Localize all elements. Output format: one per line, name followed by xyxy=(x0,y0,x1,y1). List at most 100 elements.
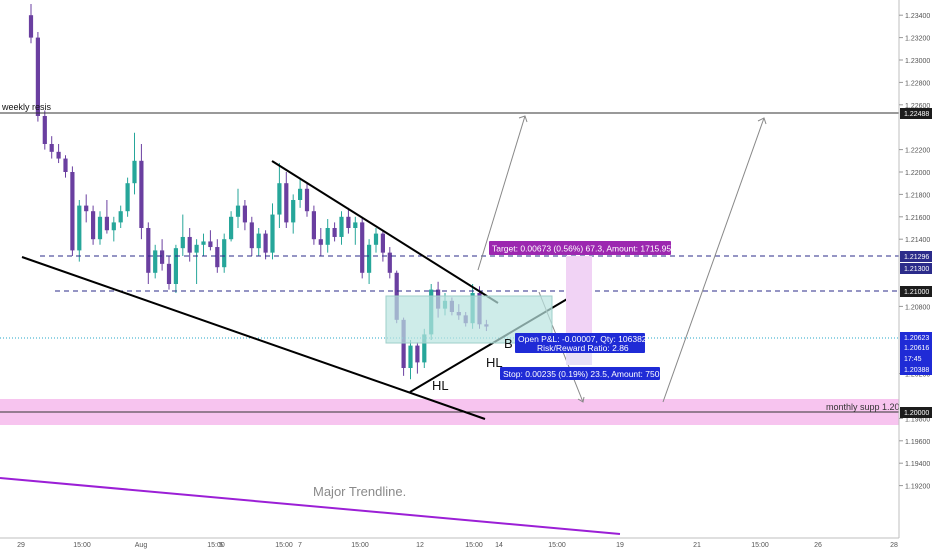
candle-body xyxy=(215,247,220,268)
upper-trendline xyxy=(271,160,499,304)
badge-target-level: 1.21296 xyxy=(900,251,932,262)
candle-body xyxy=(77,205,82,251)
price-tick-label: 1.22000 xyxy=(905,170,930,177)
price-axis[interactable] xyxy=(899,0,932,550)
candle xyxy=(91,205,96,245)
price-tick-label: 1.21600 xyxy=(905,215,930,222)
time-tick-label: 26 xyxy=(814,542,822,549)
lower-trendline xyxy=(21,256,486,420)
major-trendline xyxy=(0,477,621,535)
price-axis-ticks: 1.23400 1.23200 1.23000 1.22800 1.22600 1.222… xyxy=(899,13,930,491)
entry-zone-box[interactable] xyxy=(385,295,553,344)
candle xyxy=(173,244,178,293)
badge-121000-text: 1.21000 xyxy=(904,289,929,296)
b-label: B xyxy=(504,336,513,351)
price-tick-label: 1.20800 xyxy=(905,304,930,311)
candle-body xyxy=(153,250,158,273)
price-tick-label: 1.23200 xyxy=(905,36,930,43)
candle xyxy=(332,222,337,242)
candle-body xyxy=(56,151,61,159)
badge-countdown: 17:45 xyxy=(900,353,932,364)
risk-reward-text: Risk/Reward Ratio: 2.86 xyxy=(537,343,629,353)
candle xyxy=(346,207,351,234)
candle xyxy=(166,256,172,290)
candle xyxy=(70,166,75,256)
candle xyxy=(180,214,185,256)
open-pnl-text: Open P&L: -0.00007, Qty: 106382 xyxy=(518,334,647,344)
candle-body xyxy=(139,160,144,228)
candle xyxy=(284,172,289,228)
candle-body xyxy=(291,200,296,223)
candle xyxy=(367,239,372,284)
candle xyxy=(63,155,68,178)
projection-arrow-down-head xyxy=(577,396,585,403)
candle xyxy=(277,163,282,228)
candle xyxy=(194,239,199,284)
time-tick-label: 19 xyxy=(616,542,624,549)
candle-body xyxy=(318,239,323,245)
candle-body xyxy=(194,244,199,253)
candle xyxy=(35,32,40,122)
target-label-text: Target: 0.00673 (0.56%) 67.3, Amount: 17… xyxy=(492,244,671,254)
candle-body xyxy=(422,334,427,363)
price-tick-label: 1.22800 xyxy=(905,80,930,87)
candle xyxy=(125,177,130,217)
candle xyxy=(187,228,192,262)
candle-body xyxy=(132,160,137,184)
time-tick-label: 15:00 xyxy=(207,542,225,549)
open-pnl-label[interactable]: Open P&L: -0.00007, Qty: 106382 Risk/Rew… xyxy=(515,333,647,353)
badge-current-price-text: 1.20623 xyxy=(904,335,929,342)
time-tick-label: 15:00 xyxy=(73,542,91,549)
candle xyxy=(249,216,254,256)
candle-body xyxy=(415,345,420,363)
price-tick-label: 1.20200 xyxy=(905,372,930,379)
candle-body xyxy=(242,205,247,223)
time-tick-label: 28 xyxy=(890,542,898,549)
candle-body xyxy=(380,233,385,253)
badge-121300: 1.21300 xyxy=(900,263,932,274)
candle-body xyxy=(284,183,289,223)
target-projection-box xyxy=(566,256,592,339)
candle xyxy=(139,144,144,240)
candle xyxy=(77,200,82,262)
candle xyxy=(256,228,261,256)
badge-121000: 1.21000 xyxy=(900,286,932,297)
candle-body xyxy=(173,248,178,284)
badge-current-price: 1.20623 xyxy=(900,332,932,343)
candle-body xyxy=(401,319,406,368)
badge-countdown-text: 17:45 xyxy=(904,356,922,363)
candle-body xyxy=(84,205,89,212)
candle xyxy=(339,211,344,245)
candle xyxy=(318,228,323,256)
candle xyxy=(387,247,392,279)
projection-arrow-2 xyxy=(662,117,765,403)
candle xyxy=(201,233,206,256)
badge-120388-text: 1.20388 xyxy=(904,367,929,374)
candle-body xyxy=(270,214,275,253)
target-label[interactable]: Target: 0.00673 (0.56%) 67.3, Amount: 17… xyxy=(489,241,671,255)
candle-body xyxy=(298,188,303,200)
candle xyxy=(49,136,54,159)
candle-body xyxy=(160,250,165,264)
candle-body xyxy=(311,211,316,240)
candle xyxy=(298,177,303,208)
time-tick-label: 15:00 xyxy=(751,542,769,549)
candle-body xyxy=(104,216,109,231)
candle-body xyxy=(70,172,75,251)
candle xyxy=(146,222,151,284)
candle-body xyxy=(353,222,358,228)
candle xyxy=(325,219,330,253)
candle xyxy=(215,239,220,273)
candle xyxy=(28,4,34,44)
price-axis-badges: 1.22488 1.21296 1.21300 1.21000 1.20623 1.206… xyxy=(900,108,932,418)
major-trendline-label: Major Trendline. xyxy=(313,484,406,499)
candle-body xyxy=(118,211,123,223)
candle-body xyxy=(35,37,40,116)
time-axis-ticks[interactable]: 29 15:00 Aug 15:005 15:00 7 15:00 12 15:00 14 15:0… xyxy=(17,542,898,549)
time-tick-label: 15:00 xyxy=(548,542,566,549)
candle-body xyxy=(256,233,261,249)
stop-label[interactable]: Stop: 0.00235 (0.19%) 23.5, Amount: 750 xyxy=(500,367,660,380)
candle-body xyxy=(304,188,310,212)
candle xyxy=(160,239,165,271)
